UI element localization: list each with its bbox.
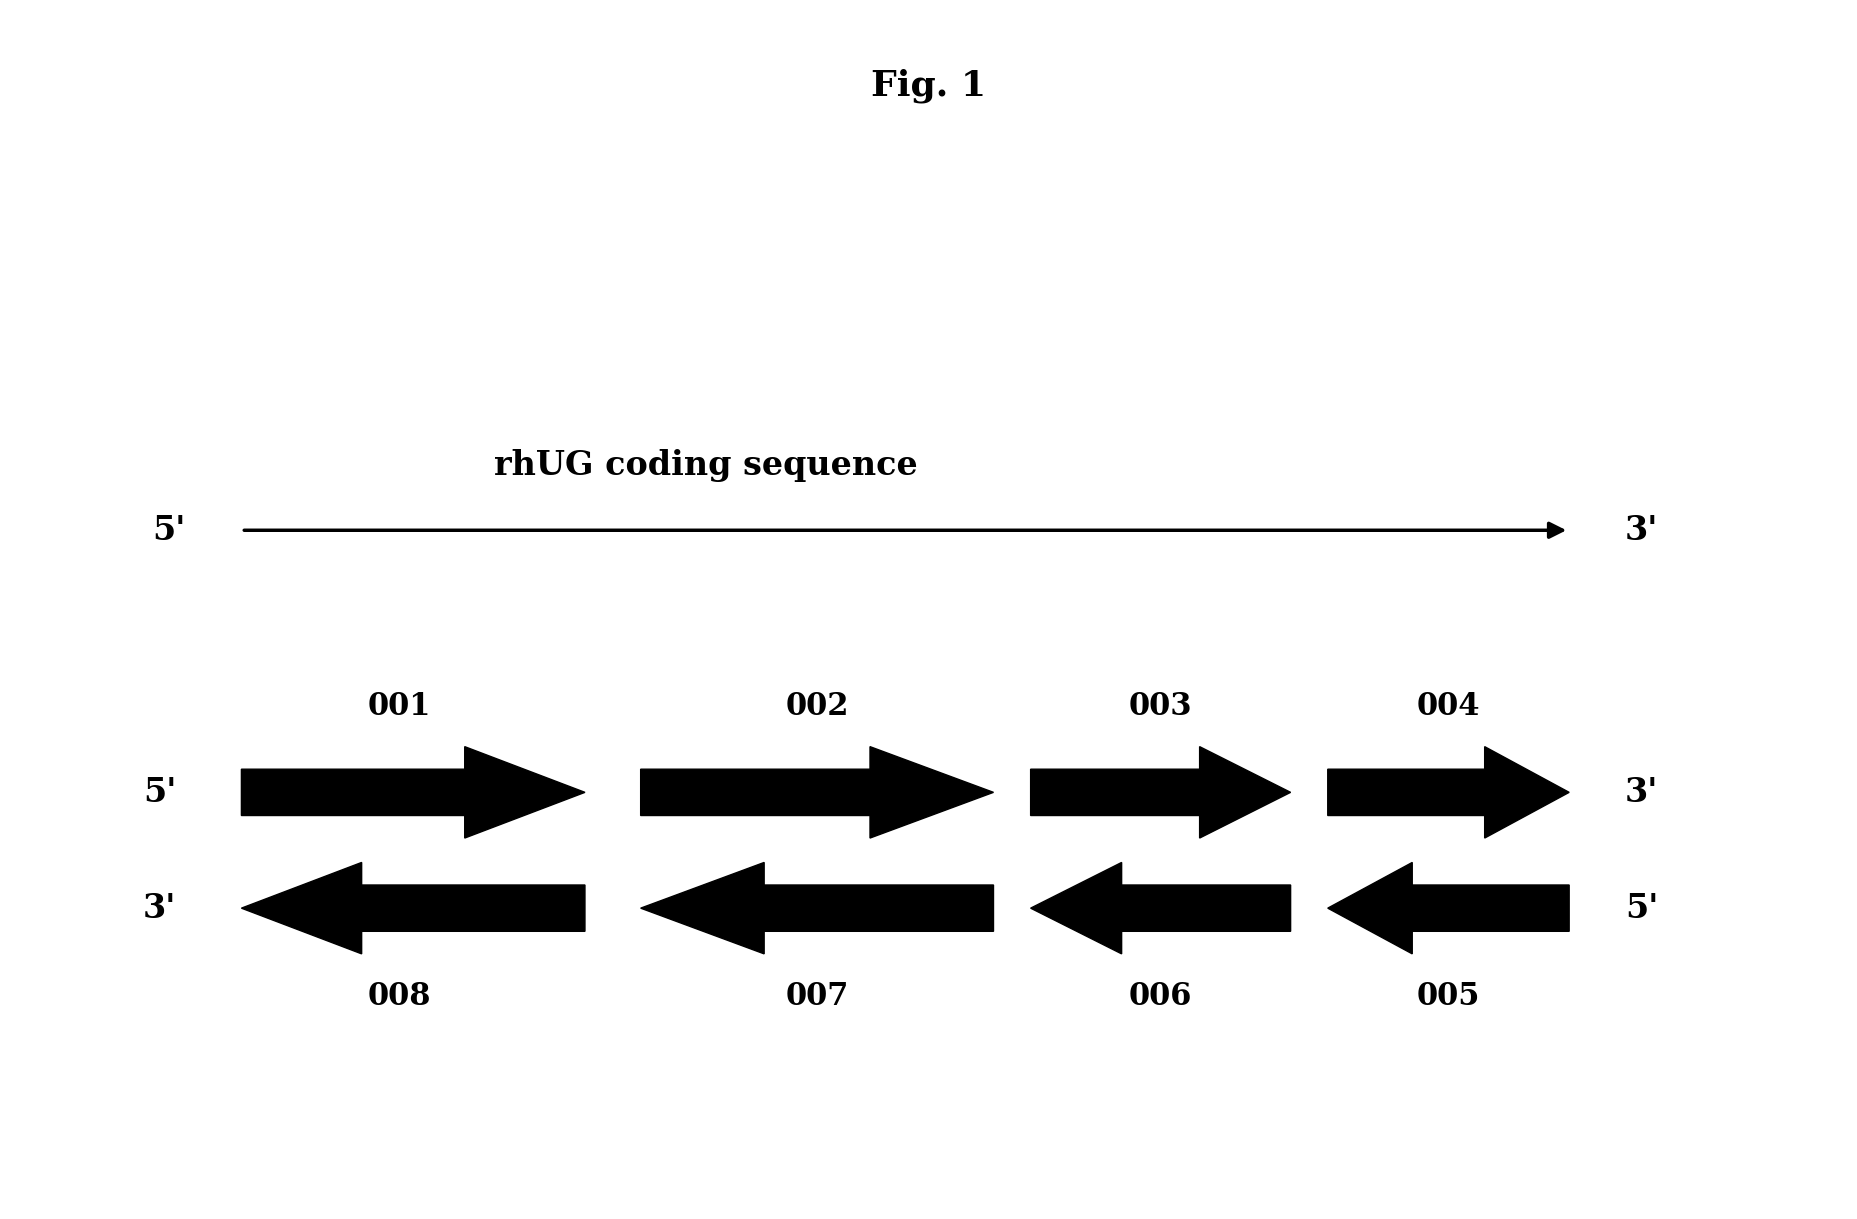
Text: 005: 005 [1417, 981, 1480, 1012]
Text: rhUG coding sequence: rhUG coding sequence [494, 449, 917, 482]
Text: 5': 5' [1625, 891, 1658, 925]
Text: 002: 002 [786, 691, 849, 722]
Text: Fig. 1: Fig. 1 [871, 68, 986, 102]
Text: 003: 003 [1129, 691, 1192, 722]
Text: 006: 006 [1129, 981, 1192, 1012]
FancyArrow shape [241, 746, 585, 839]
FancyArrow shape [1031, 746, 1291, 839]
FancyArrow shape [1328, 746, 1569, 839]
FancyArrow shape [641, 746, 993, 839]
Text: 3': 3' [1625, 513, 1658, 547]
Text: 001: 001 [368, 691, 431, 722]
Text: 5': 5' [143, 775, 176, 809]
Text: 3': 3' [1625, 775, 1658, 809]
Text: 008: 008 [368, 981, 431, 1012]
FancyArrow shape [1031, 863, 1291, 953]
Text: 5': 5' [152, 513, 186, 547]
Text: 3': 3' [143, 891, 176, 925]
Text: 007: 007 [786, 981, 849, 1012]
FancyArrow shape [641, 863, 993, 953]
Text: 004: 004 [1417, 691, 1480, 722]
FancyArrow shape [241, 863, 585, 953]
FancyArrow shape [1328, 863, 1569, 953]
